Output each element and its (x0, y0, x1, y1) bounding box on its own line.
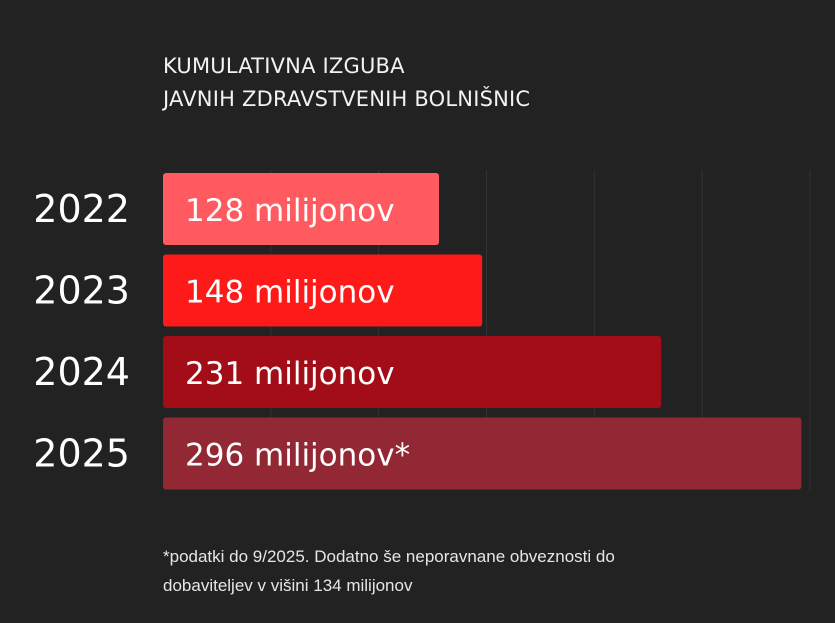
bar (163, 254, 483, 327)
category-label: 2024 (33, 350, 130, 394)
data-label: 128 milijonov (185, 193, 395, 229)
chart-title-line1: KUMULATIVNA IZGUBA (163, 54, 405, 78)
footnote-line1: *podatki do 9/2025. Dodatno še neporavna… (163, 547, 615, 566)
chart-title-line2: JAVNIH ZDRAVSTVENIH BOLNIŠNIC (163, 87, 531, 111)
bar (163, 336, 662, 408)
data-label: 148 milijonov (185, 275, 395, 311)
chart-title: KUMULATIVNA IZGUBA JAVNIH ZDRAVSTVENIH B… (163, 50, 530, 116)
footnote: *podatki do 9/2025. Dodatno še neporavna… (163, 542, 803, 600)
bar (163, 417, 802, 490)
category-label: 2022 (33, 187, 130, 231)
data-label: 231 milijonov (185, 356, 395, 392)
data-label: 296 milijonov* (185, 438, 410, 474)
bar (163, 173, 440, 245)
category-label: 2023 (33, 269, 130, 313)
footnote-line2: dobaviteljev v višini 134 milijonov (163, 576, 413, 595)
category-label: 2025 (33, 432, 130, 476)
